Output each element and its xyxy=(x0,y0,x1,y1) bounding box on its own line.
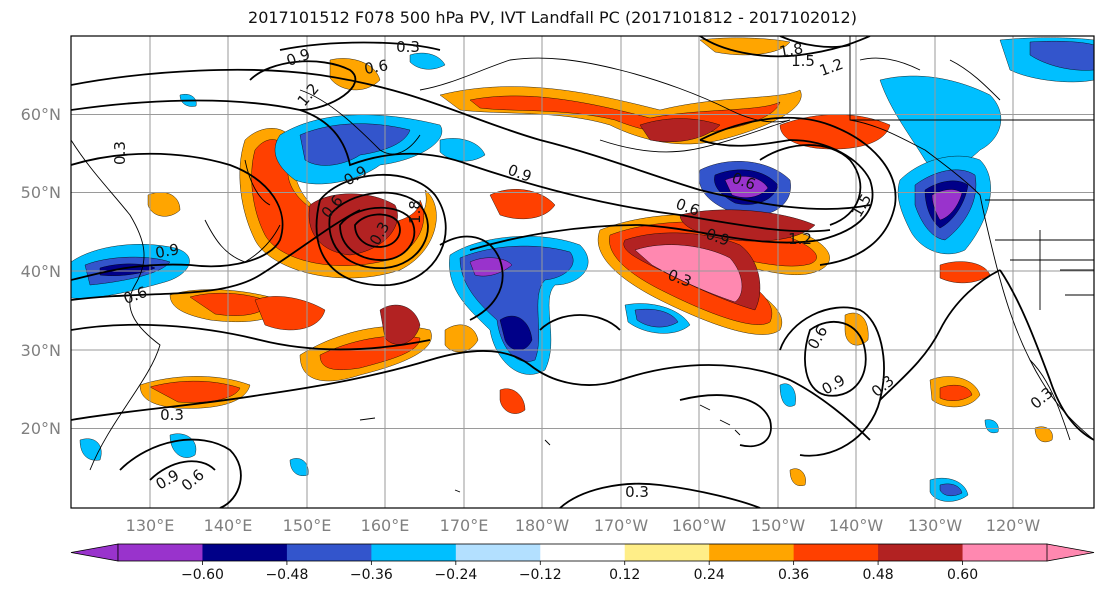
colorbar-swatch xyxy=(118,544,203,561)
lat-label: 60°N xyxy=(21,105,61,124)
colorbar-swatch xyxy=(878,544,964,561)
colorbar-tick-label: 0.24 xyxy=(694,567,725,583)
colorbar: −0.60 −0.48 −0.36 −0.24 −0.12 0.12 0.24 0.36 0.4… xyxy=(70,543,1095,583)
lat-label: 30°N xyxy=(21,341,61,360)
coastlines xyxy=(71,36,1094,493)
colorbar-tick-label: −0.36 xyxy=(350,567,393,583)
contour-label: 1.8 xyxy=(406,200,424,224)
graticule xyxy=(71,36,1094,508)
contour-label: 1.8 xyxy=(778,39,805,61)
colorbar-tick-label: −0.60 xyxy=(181,567,224,583)
colorbar-swatch xyxy=(624,544,710,561)
colorbar-tick-label: −0.12 xyxy=(519,567,562,583)
lon-label: 160°W xyxy=(672,516,727,535)
colorbar-tick-label: −0.24 xyxy=(434,567,477,583)
colorbar-swatch xyxy=(371,544,457,561)
lon-label: 180°W xyxy=(515,516,570,535)
colorbar-extend-max xyxy=(1046,543,1095,562)
longitude-labels: 130°E 140°E 150°E 160°E 170°E 180°W 170°… xyxy=(126,516,1041,535)
colorbar-swatch xyxy=(709,544,795,561)
colorbar-swatch xyxy=(202,544,288,561)
latitude-labels: 60°N 50°N 40°N 30°N 20°N xyxy=(21,105,61,438)
colorbar-swatch xyxy=(286,544,372,561)
contour-label: 1.5 xyxy=(791,52,815,70)
lon-label: 140°E xyxy=(204,516,253,535)
lon-label: 140°W xyxy=(829,516,884,535)
map-title: 2017101512 F078 500 hPa PV, IVT Landfall… xyxy=(248,8,857,27)
lon-label: 160°E xyxy=(361,516,410,535)
lat-label: 50°N xyxy=(21,183,61,202)
contour-label: 0.3 xyxy=(396,38,420,56)
colorbar-swatch xyxy=(540,544,626,561)
colorbar-swatch xyxy=(962,544,1048,561)
colorbar-tick-label: 0.36 xyxy=(778,567,809,583)
lon-label: 170°W xyxy=(594,516,649,535)
lon-label: 130°E xyxy=(126,516,175,535)
contour-label: 0.3 xyxy=(625,483,649,501)
lat-label: 40°N xyxy=(21,262,61,281)
colorbar-frame xyxy=(117,543,1048,562)
lon-label: 130°W xyxy=(908,516,963,535)
colorbar-tick-label: 0.48 xyxy=(863,567,894,583)
colorbar-tick-label: 0.12 xyxy=(609,567,640,583)
lon-label: 120°W xyxy=(986,516,1041,535)
colorbar-swatch xyxy=(455,544,541,561)
colorbar-extend-min xyxy=(70,543,119,562)
lon-label: 150°W xyxy=(751,516,806,535)
map-area xyxy=(71,36,1094,508)
colorbar-swatch xyxy=(793,544,879,561)
colorbar-tick-label: −0.48 xyxy=(265,567,308,583)
contour-label: 0.9 xyxy=(154,240,181,262)
lat-label: 20°N xyxy=(21,419,61,438)
lon-label: 150°E xyxy=(283,516,332,535)
lon-label: 170°E xyxy=(440,516,489,535)
ivt-contours xyxy=(71,36,1094,508)
colorbar-tick-label: 0.60 xyxy=(947,567,978,583)
contour-label: 0.3 xyxy=(111,141,129,165)
map-frame xyxy=(70,35,1095,509)
contour-label: 1.2 xyxy=(788,230,812,248)
contour-label: 0.3 xyxy=(160,406,184,424)
contour-label: 0.6 xyxy=(363,56,390,78)
